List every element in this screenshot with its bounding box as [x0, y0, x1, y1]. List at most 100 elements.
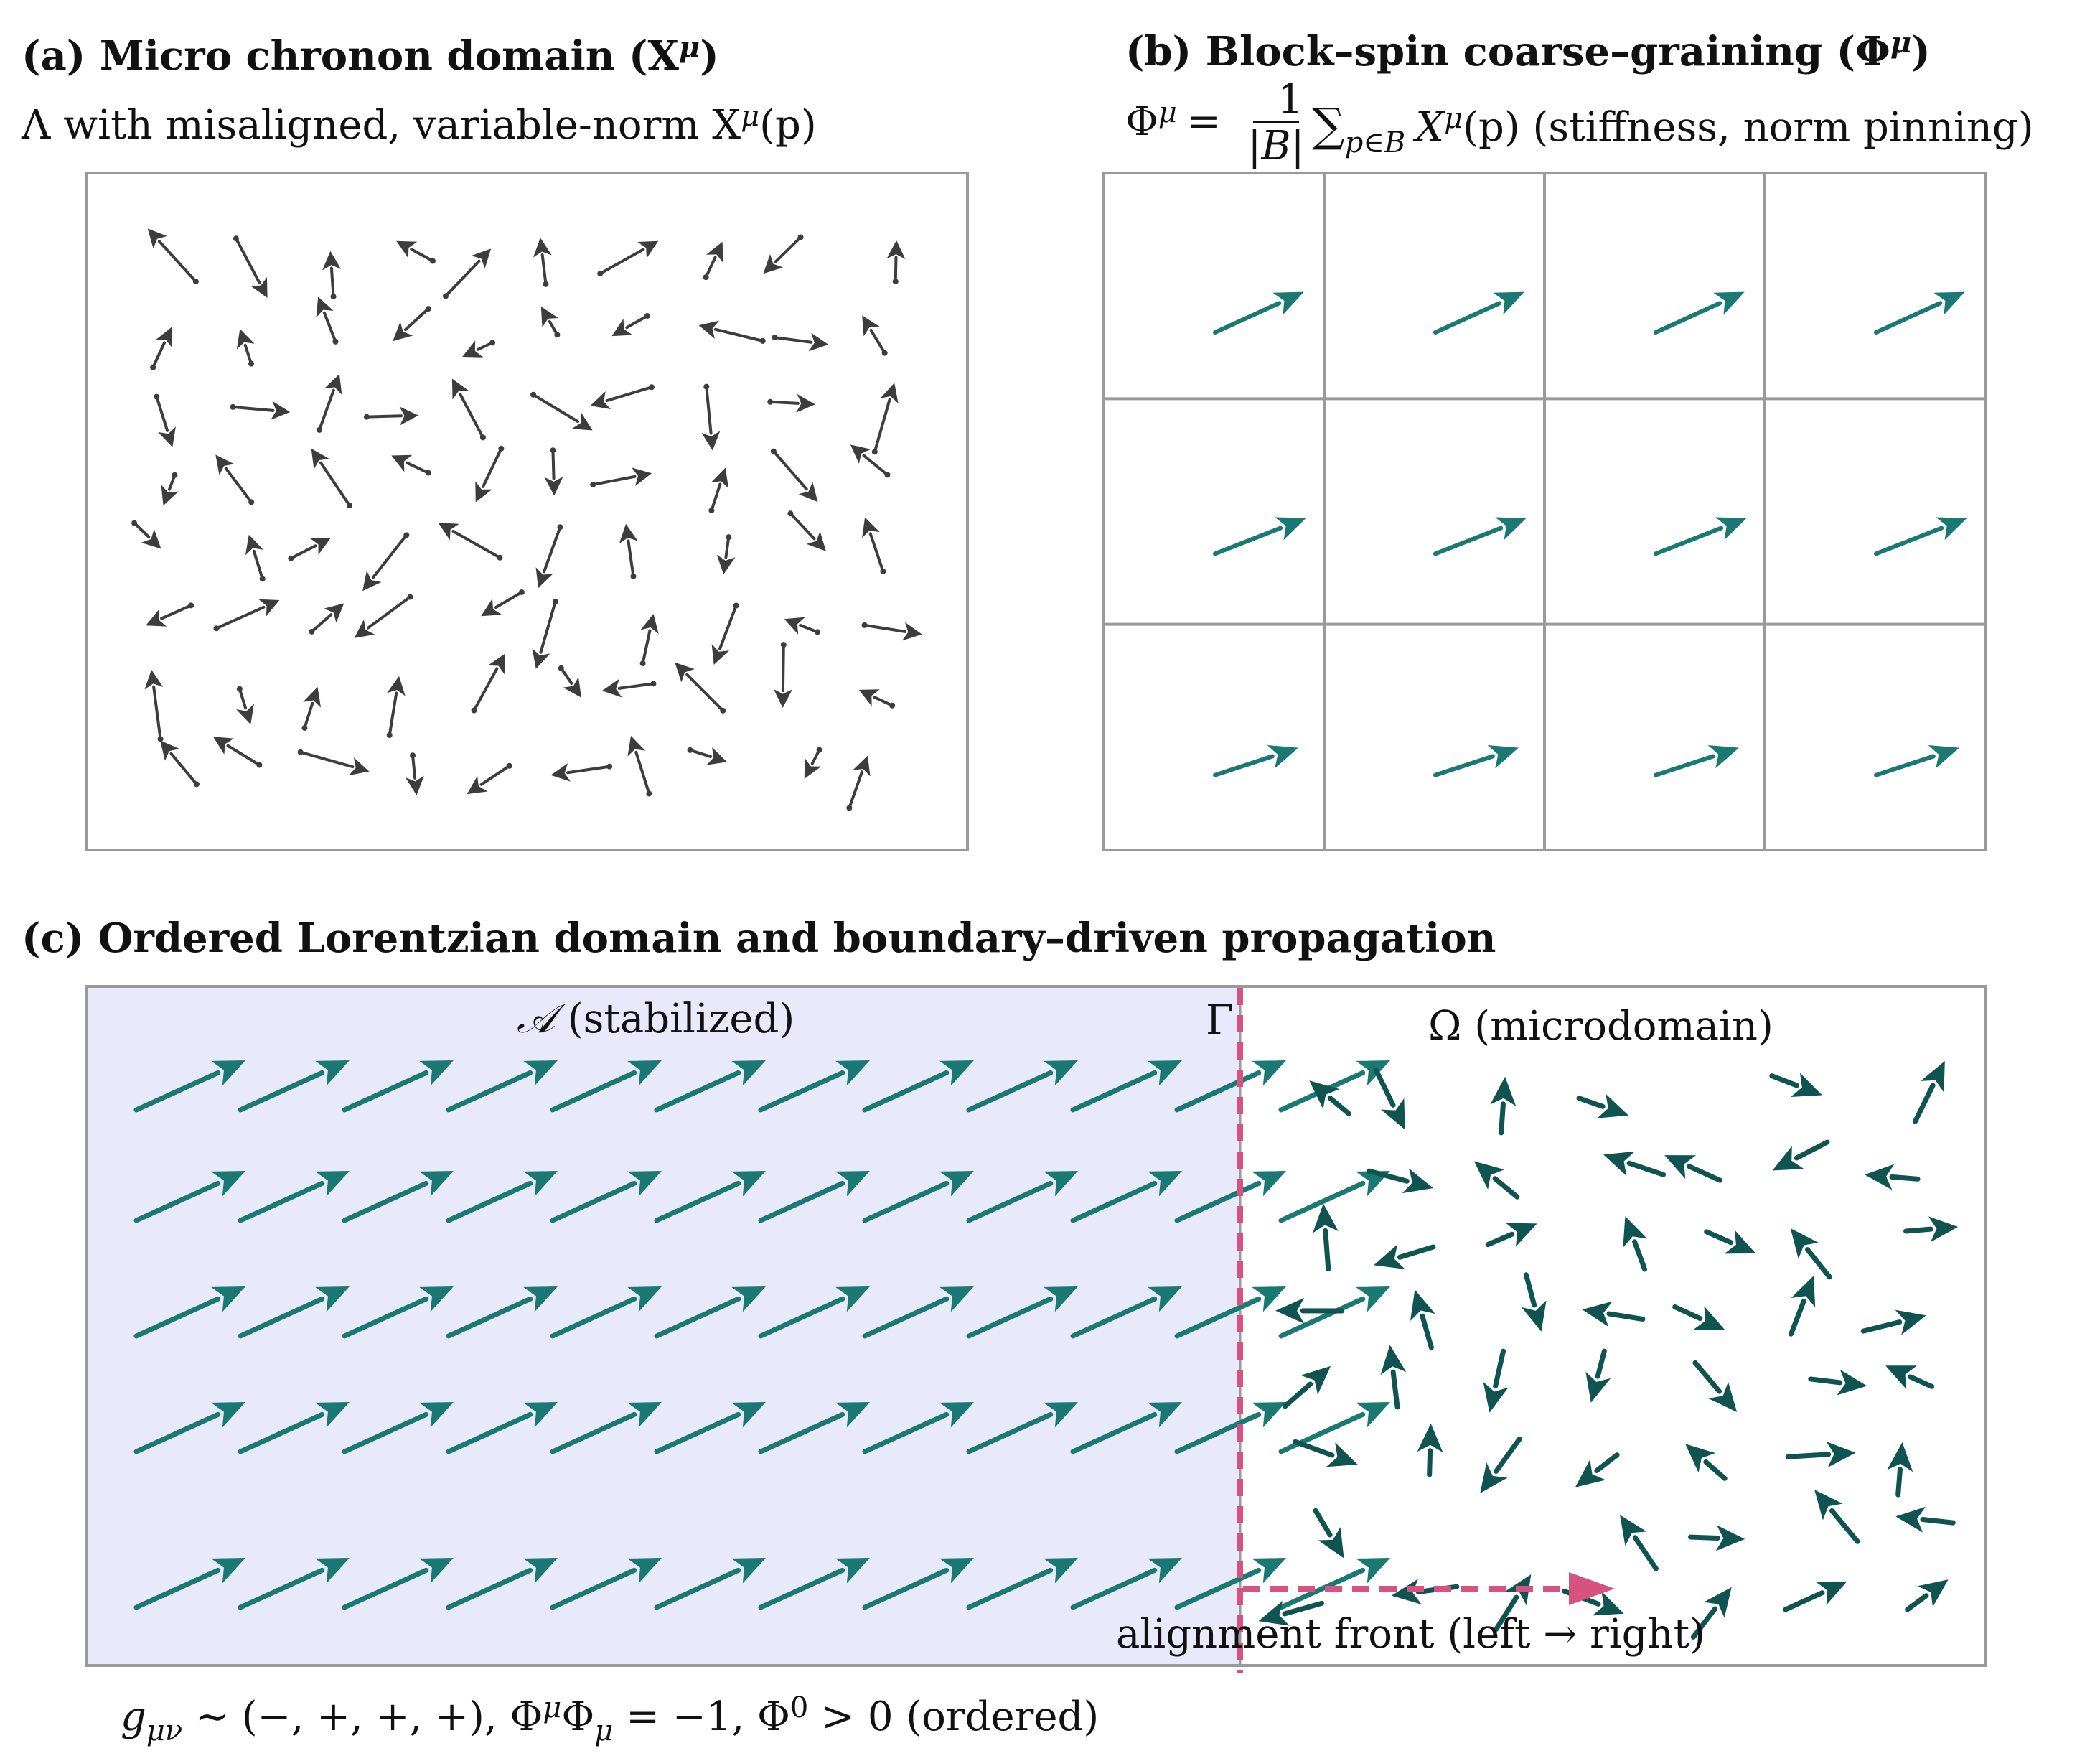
- micro-arrow: [532, 599, 558, 669]
- micro-arrow-omega: [1575, 1452, 1620, 1487]
- micro-arrow-omega: [1690, 1587, 1732, 1640]
- micro-arrow: [301, 686, 322, 731]
- aligned-arrow: [966, 1286, 1078, 1339]
- aligned-arrow: [1070, 1060, 1182, 1113]
- micro-arrow-omega: [1885, 1365, 1935, 1390]
- micro-arrow-omega: [1293, 1439, 1358, 1467]
- micro-arrow: [475, 445, 505, 503]
- micro-arrow: [322, 251, 342, 300]
- micro-arrow: [393, 306, 431, 342]
- aligned-arrow: [1278, 1171, 1390, 1223]
- micro-arrow: [708, 467, 729, 514]
- micro-arrow: [590, 384, 655, 409]
- aligned-arrow: [550, 1060, 662, 1113]
- micro-arrow: [233, 235, 268, 299]
- micro-arrow: [804, 747, 822, 779]
- block-arrow: [1213, 291, 1304, 335]
- micro-arrow-omega: [1688, 1525, 1745, 1551]
- micro-arrow: [773, 642, 792, 709]
- microdomain-arrows: [1258, 1060, 1959, 1640]
- micro-arrow: [711, 602, 739, 665]
- block-arrows: [1213, 291, 1967, 777]
- micro-arrow-omega: [1672, 1304, 1725, 1330]
- region-omega-label: Ω (microdomain): [1428, 1003, 1773, 1050]
- block-arrow: [1433, 744, 1519, 777]
- micro-arrow: [438, 523, 503, 561]
- panel-a: (a) Micro chronon domain (Xμ) Λ with mis…: [21, 30, 969, 851]
- micro-arrow: [309, 603, 344, 635]
- boundary-gamma-label: Γ: [1206, 997, 1234, 1044]
- micro-arrow: [451, 378, 486, 441]
- micro-arrow-omega: [1576, 1093, 1629, 1118]
- frac-denominator: |B|: [1248, 123, 1305, 169]
- micro-arrow-omega: [1808, 1369, 1867, 1396]
- aligned-arrow: [654, 1558, 766, 1610]
- micro-arrow: [544, 447, 563, 496]
- micro-arrow: [236, 686, 254, 725]
- block-spin-formula: Φμ = 1 |B| ∑p∈B Xμ(p) (stiffness, norm pin…: [1125, 76, 2034, 169]
- region-a-label: 𝒜 (stabilized): [517, 996, 794, 1042]
- micro-arrow: [396, 240, 436, 264]
- micro-arrow: [317, 374, 342, 433]
- micro-arrow-omega: [1905, 1579, 1949, 1612]
- aligned-arrow: [342, 1286, 454, 1339]
- aligned-arrow: [238, 1060, 350, 1113]
- micro-arrow: [763, 234, 804, 274]
- micro-arrow: [215, 454, 255, 505]
- aligned-arrow: [1174, 1171, 1286, 1223]
- micro-arrow: [533, 238, 552, 287]
- micro-arrow: [363, 406, 418, 426]
- micro-arrow: [391, 454, 431, 476]
- micro-arrow: [530, 391, 593, 431]
- micro-arrow-omega: [1790, 1228, 1832, 1280]
- micro-arrow: [297, 749, 370, 776]
- aligned-arrow: [550, 1286, 662, 1339]
- aligned-arrow: [862, 1171, 974, 1223]
- block-grid: [1104, 173, 1985, 850]
- micro-arrow: [311, 448, 352, 509]
- micro-arrow: [154, 393, 176, 447]
- aligned-arrow: [1070, 1558, 1182, 1610]
- micro-arrow-omega: [1258, 1600, 1325, 1626]
- micro-arrow: [675, 662, 726, 714]
- aligned-arrow: [238, 1402, 350, 1454]
- micro-arrow-omega: [1603, 1151, 1667, 1177]
- micro-arrow: [767, 393, 815, 413]
- aligned-arrow: [133, 1402, 245, 1454]
- micro-arrow-omega: [1664, 1155, 1723, 1183]
- micro-arrow: [213, 599, 280, 632]
- aligned-arrow: [966, 1558, 1078, 1610]
- aligned-arrow: [1278, 1402, 1390, 1454]
- micro-arrow-omega: [1410, 1289, 1435, 1350]
- micro-arrow-omega: [1380, 1345, 1407, 1410]
- micro-arrow-omega: [1374, 1068, 1405, 1130]
- aligned-arrow: [550, 1402, 662, 1454]
- micro-arrow-omega: [1704, 1229, 1756, 1254]
- aligned-arrow: [446, 1558, 558, 1610]
- panel-a-title: (a) Micro chronon domain (Xμ): [22, 30, 719, 80]
- micro-arrow: [144, 669, 164, 742]
- micro-arrow-omega: [1623, 1216, 1648, 1272]
- aligned-arrow: [446, 1171, 558, 1223]
- block-arrow: [1213, 744, 1298, 777]
- micro-arrow-omega: [1620, 1515, 1659, 1571]
- aligned-arrow: [758, 1171, 870, 1223]
- micro-arrow: [316, 296, 339, 345]
- block-arrow: [1874, 744, 1959, 777]
- micro-arrow: [230, 401, 291, 420]
- aligned-arrow: [1070, 1402, 1182, 1454]
- aligned-arrow: [446, 1060, 558, 1113]
- aligned-arrow: [1174, 1060, 1286, 1113]
- panel-b-title: (b) Block–spin coarse–graining (Φμ): [1125, 26, 1931, 75]
- micro-arrow: [362, 532, 410, 592]
- micro-arrow-omega: [1769, 1073, 1822, 1098]
- micro-arrow: [386, 676, 406, 739]
- micro-arrow: [161, 472, 179, 506]
- micro-arrow-omega: [1585, 1348, 1611, 1403]
- aligned-arrow: [1070, 1286, 1182, 1339]
- micro-arrow: [558, 665, 581, 698]
- micro-arrow-omega: [1772, 1139, 1830, 1171]
- aligned-arrow: [133, 1171, 245, 1223]
- aligned-arrow: [342, 1558, 454, 1610]
